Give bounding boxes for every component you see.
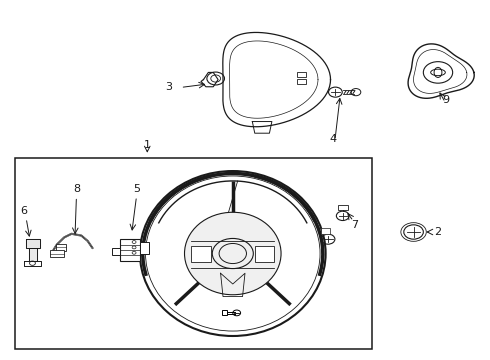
Polygon shape (223, 32, 331, 127)
Bar (121, 239, 140, 261)
Bar (297, 79, 306, 84)
Text: 2: 2 (434, 227, 441, 237)
Text: 3: 3 (166, 82, 172, 93)
Bar (297, 72, 306, 77)
Text: 8: 8 (73, 184, 80, 194)
Polygon shape (201, 72, 218, 87)
Bar (321, 228, 330, 234)
Bar (338, 205, 347, 211)
Bar (140, 242, 149, 253)
Ellipse shape (185, 212, 281, 295)
Polygon shape (29, 248, 37, 261)
Text: 4: 4 (329, 134, 337, 144)
Bar (191, 246, 211, 262)
Text: 7: 7 (351, 220, 359, 230)
Text: 9: 9 (443, 95, 450, 105)
FancyBboxPatch shape (222, 310, 227, 315)
Bar (15, 158, 372, 348)
Polygon shape (252, 122, 272, 133)
Bar (49, 250, 64, 257)
Polygon shape (26, 239, 40, 248)
Polygon shape (408, 44, 474, 98)
Text: 1: 1 (144, 140, 151, 150)
Text: 6: 6 (21, 206, 27, 216)
Bar (255, 246, 274, 262)
Bar (56, 244, 66, 251)
Text: 5: 5 (133, 184, 140, 194)
Bar (112, 248, 121, 255)
